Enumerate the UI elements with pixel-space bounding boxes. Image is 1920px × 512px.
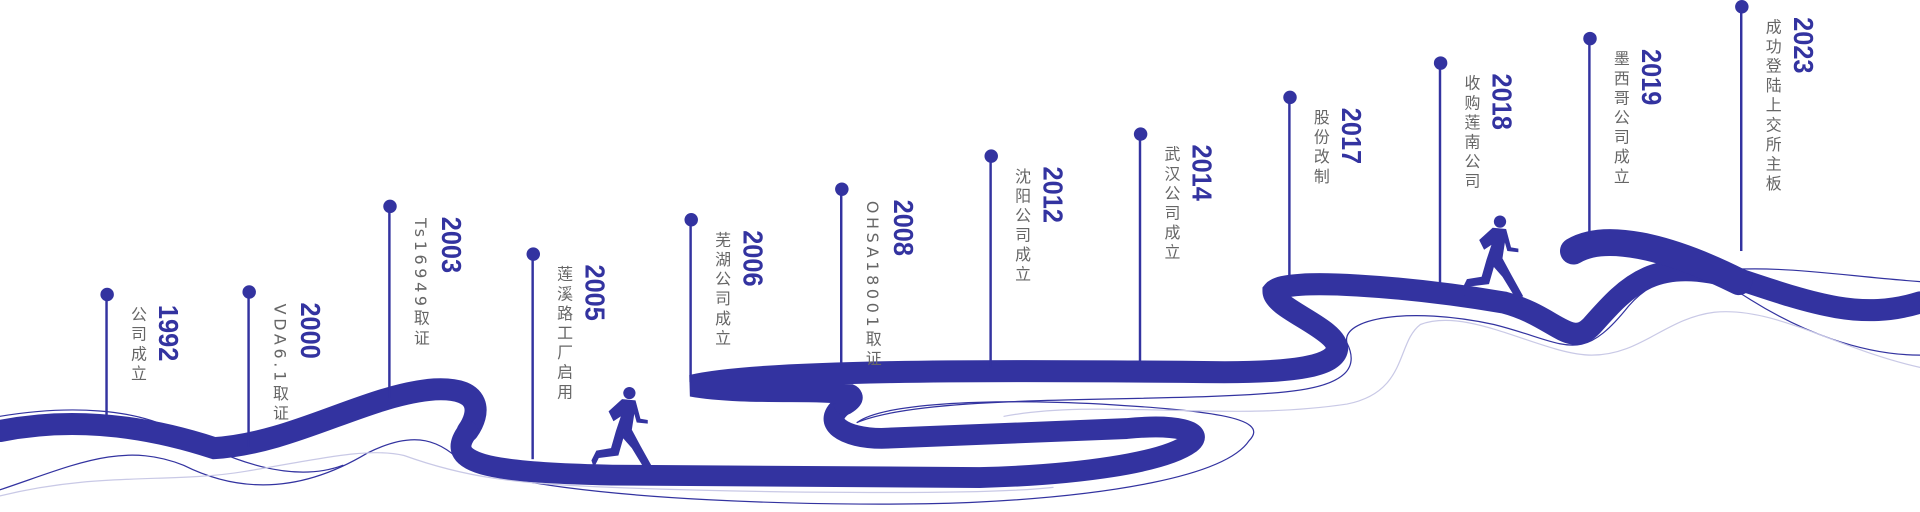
milestone-stem (840, 188, 842, 365)
runner-icon (1462, 215, 1524, 299)
milestone-year: 2008 (887, 199, 920, 256)
milestone-label: 沈阳公司成立 (1011, 167, 1030, 286)
ribbon-band (689, 259, 1920, 416)
milestone-label: 墨西哥公司成立 (1610, 50, 1629, 188)
milestone-stem (1288, 96, 1291, 276)
milestone-stem (689, 219, 692, 383)
milestone-year: 2003 (435, 216, 468, 274)
milestone-stem (1588, 37, 1591, 239)
milestone-stem (1740, 6, 1742, 252)
milestone-label: 公司成立 (127, 306, 146, 385)
milestone-stem (989, 155, 992, 368)
milestone-label: 武汉公司成立 (1160, 145, 1180, 264)
milestone-stem (105, 293, 108, 417)
milestone-year: 2006 (737, 230, 769, 287)
milestone-dot (525, 246, 540, 261)
milestone-label: 莲溪路工厂启用 (553, 265, 572, 403)
milestone-year: 2000 (295, 302, 327, 359)
ribbon-band (1560, 229, 1753, 296)
milestone-stem (1439, 62, 1441, 288)
ribbon-band (0, 378, 487, 460)
milestone-year: 2018 (1486, 73, 1519, 130)
milestone-dot (1433, 55, 1447, 70)
milestone-stem (1139, 133, 1141, 374)
milestone-year: 2017 (1335, 107, 1368, 165)
milestone-label: 股份改制 (1310, 108, 1329, 188)
milestone-dot (1582, 31, 1597, 45)
milestone-dot (834, 181, 848, 196)
milestone-label: 成功登陆上交所主板 (1762, 18, 1781, 195)
milestone-year: 2023 (1787, 17, 1820, 74)
milestone-stem (247, 291, 250, 447)
runner-icon (591, 386, 653, 471)
thin-line (0, 452, 1054, 497)
milestone-year: 2012 (1037, 166, 1069, 223)
milestone-stem (388, 205, 391, 398)
milestone-dot (382, 198, 397, 213)
milestone-label: VDA6.1取证 (269, 303, 288, 424)
milestone-year: 2005 (579, 264, 612, 321)
milestone-year: 2019 (1635, 48, 1668, 106)
ribbon-band (450, 393, 1205, 488)
milestone-dot (1734, 0, 1748, 13)
milestone-dot (683, 212, 698, 226)
thin-line (1003, 311, 1920, 417)
milestone-stem (531, 253, 534, 460)
milestone-dot (241, 284, 256, 299)
milestone-dot (983, 148, 998, 163)
milestone-dot (99, 287, 114, 301)
milestone-dot (1282, 90, 1297, 104)
thin-line (0, 401, 1255, 505)
milestone-dot (1133, 126, 1147, 141)
milestone-label: Ts16949取证 (410, 217, 429, 349)
milestone-label: OHSA18001取证 (862, 200, 881, 370)
milestone-year: 1992 (153, 304, 185, 362)
milestone-label: 收购莲南公司 (1460, 74, 1480, 193)
milestone-label: 芜湖公司成立 (711, 231, 730, 349)
milestone-year: 2014 (1186, 144, 1219, 201)
thin-line (856, 277, 1920, 424)
